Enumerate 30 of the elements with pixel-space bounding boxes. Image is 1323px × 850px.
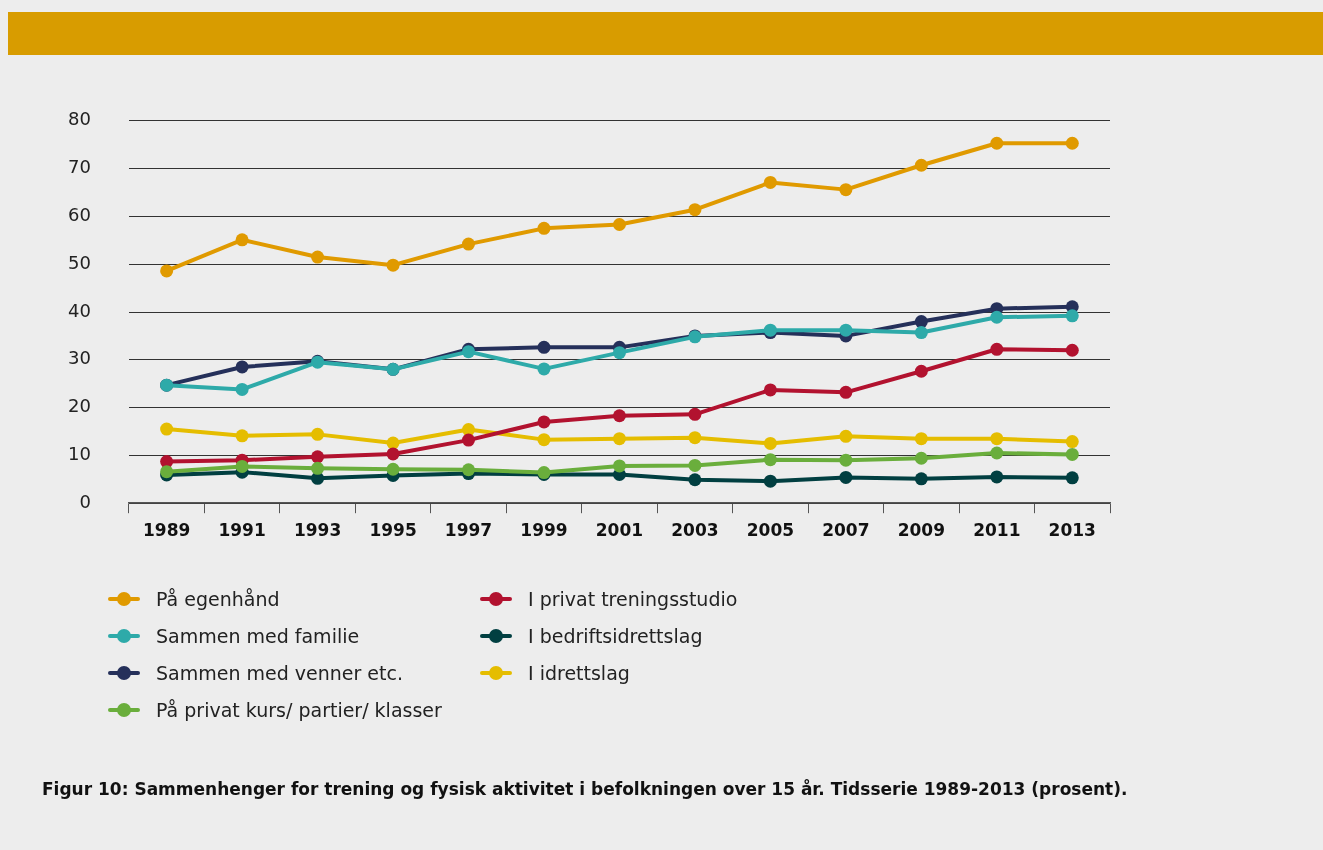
y-tick-label: 40	[68, 299, 91, 321]
x-tick-label: 1993	[293, 519, 342, 540]
legend-label: I bedriftsidrettslag	[528, 624, 703, 647]
y-tick-label: 10	[68, 443, 91, 465]
y-tick-label: 0	[79, 490, 91, 512]
legend-label: I privat treningsstudio	[528, 587, 738, 610]
x-tick-label: 2009	[897, 519, 945, 540]
x-tick-label: 1997	[444, 519, 493, 540]
y-tick-label: 50	[68, 251, 91, 273]
legend-label: På privat kurs/ partier/ klasser	[156, 698, 442, 721]
x-tick-label: 1999	[520, 519, 568, 540]
y-tick-label: 20	[68, 395, 91, 417]
x-tick-label: 1995	[369, 519, 417, 540]
x-tick-label: 2003	[671, 519, 719, 540]
x-tick-label: 2001	[595, 519, 644, 540]
legend-label: Sammen med venner etc.	[156, 661, 403, 684]
x-tick-label: 2011	[973, 519, 1021, 540]
y-tick-label: 30	[68, 347, 91, 369]
x-tick-label: 2013	[1048, 519, 1096, 540]
x-tick-label: 2005	[746, 519, 795, 540]
y-tick-label: 80	[68, 108, 91, 130]
text: Figur 10: Sammenhenger for trening og fysisk aktivitet i befolkningen over 15 år. Tidsserie 1989-2013 (prosent).	[42, 778, 1129, 801]
legend-label: Sammen med familie	[156, 624, 360, 647]
x-tick-label: 1989	[142, 519, 191, 540]
y-tick-label: 60	[68, 204, 91, 226]
legend-label: På egenhånd	[156, 587, 280, 610]
y-tick-label: 70	[68, 156, 91, 178]
x-tick-label: 2007	[822, 519, 870, 540]
legend-label: I idrettslag	[528, 661, 630, 684]
x-tick-label: 1991	[218, 519, 266, 540]
